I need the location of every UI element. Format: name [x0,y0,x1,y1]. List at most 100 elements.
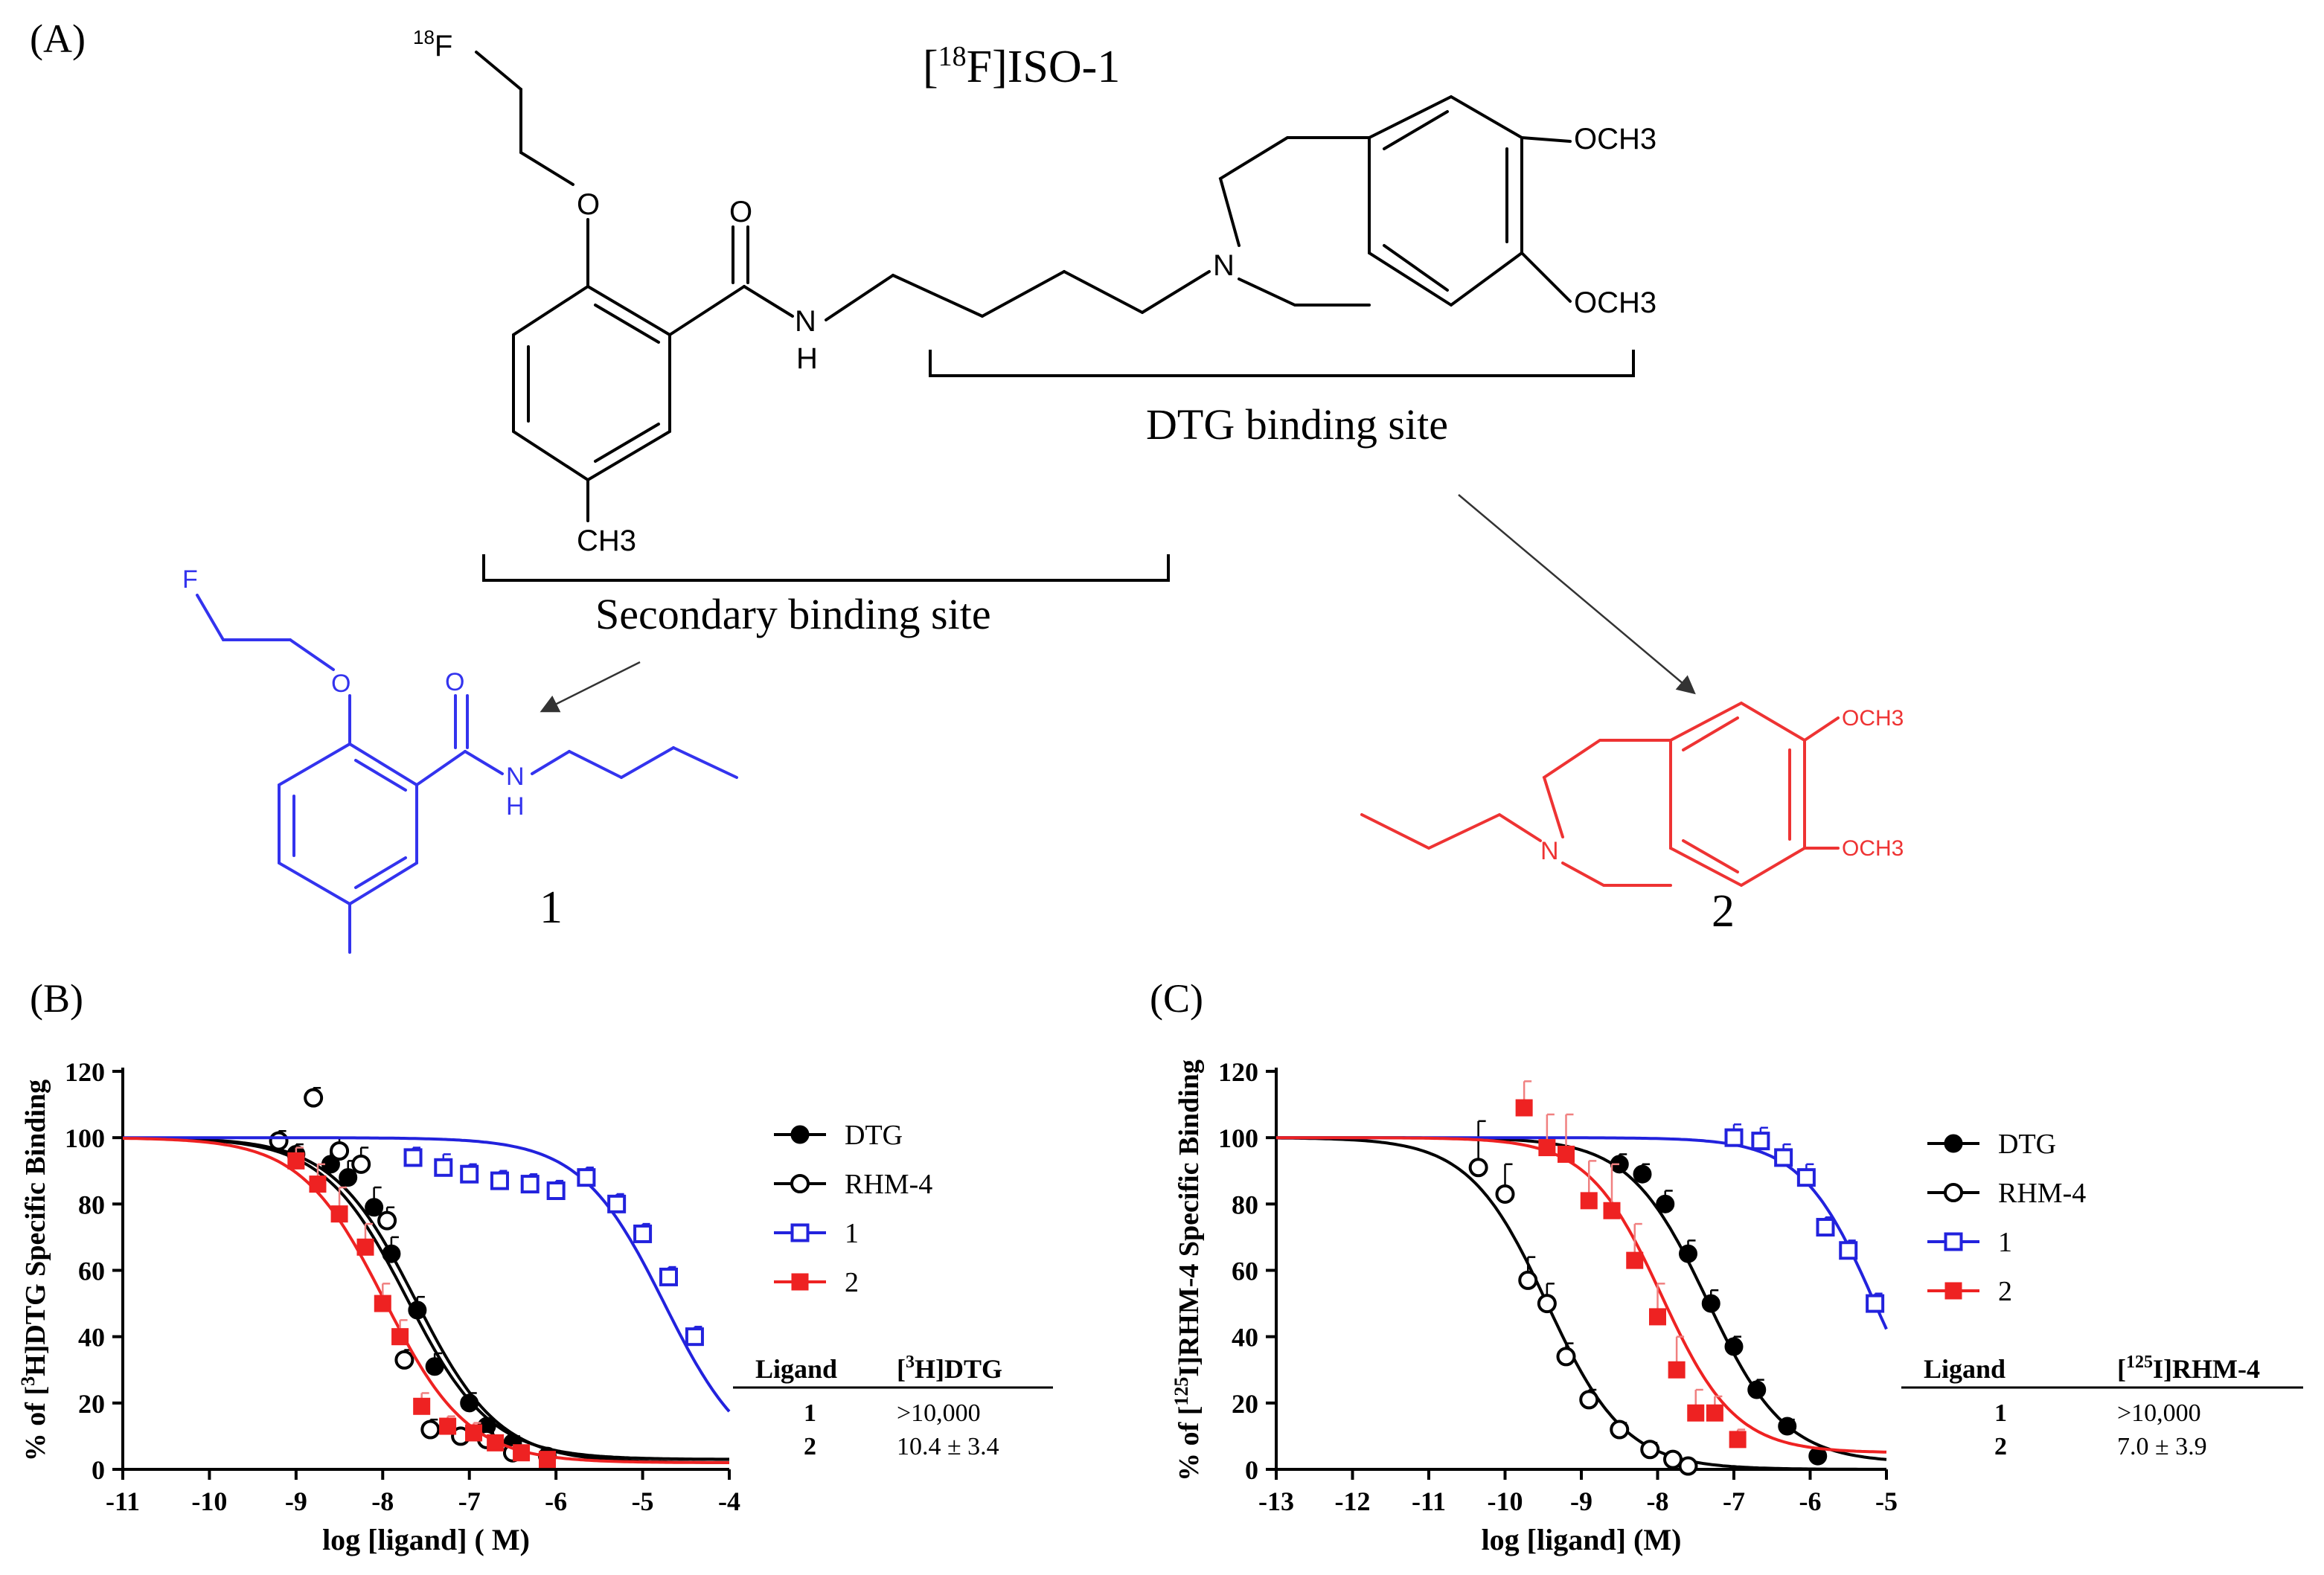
fit-curve [122,1136,729,1461]
fragment-1-atom-h: H [506,792,525,821]
series-DTG [123,1136,729,1466]
table-header-radioligand: [3H]DTG [897,1353,1002,1384]
data-point [330,1205,348,1223]
y-tick-label: 100 [1218,1123,1258,1153]
y-tick-label: 80 [78,1190,105,1219]
x-tick-label: -13 [1258,1486,1294,1516]
data-point [1724,1337,1744,1356]
secondary-site-label: Secondary binding site [595,590,991,638]
data-point [1796,1168,1816,1187]
dtg-site-label: DTG binding site [1146,400,1448,449]
x-axis-label: log [ligand] ( M) [322,1523,530,1556]
thiq-aromatic-ring [1368,94,1523,307]
x-tick-label: -6 [545,1486,567,1516]
bond-o-ch2 [519,151,574,186]
data-point [513,1444,531,1462]
data-point [577,1168,596,1187]
legend-item: 2 [774,1267,859,1298]
x-axis-label: log [ligand] (M) [1482,1523,1682,1556]
legend-marker [791,1273,809,1291]
table-cell-value: 10.4 ± 3.4 [897,1433,999,1460]
iso1-molecule [475,51,1572,522]
table-header-ligand: Ligand [1924,1354,2006,1384]
legend-label: DTG [845,1120,903,1151]
data-point [1580,1192,1598,1210]
atom-n-ring: N [1213,249,1235,282]
data-point [659,1267,678,1286]
arrow-to-fragment-2 [1458,494,1696,695]
y-tick-label: 100 [65,1123,105,1153]
legend-marker [790,1223,810,1242]
series-2 [1276,1080,1887,1454]
y-tick-label: 60 [78,1257,105,1286]
dtg-site-bracket [929,350,1635,377]
x-tick-label: -8 [371,1486,394,1516]
panel-c-label: (C) [1150,976,1203,1021]
data-point [607,1194,627,1213]
data-point [1518,1270,1538,1290]
fragment-1 [196,594,738,954]
fragment-1-label: 1 [540,882,563,933]
y-axis-label: % of [3H]DTG Specific Binding [17,1080,51,1461]
benzene-ring [512,284,671,482]
data-point [460,1164,479,1184]
thiq-ring-lower [1238,278,1371,307]
legend-item: RHM-4 [1927,1178,2086,1209]
fit-curve [122,1137,729,1464]
fragment-1-atom-n: N [506,763,525,791]
series-1 [123,1136,731,1413]
data-point [1556,1347,1576,1367]
data-point [490,1171,509,1190]
data-point [633,1224,653,1243]
legend-item: RHM-4 [774,1169,932,1200]
data-point [1747,1380,1767,1399]
fit-curve [1276,1136,1887,1461]
bond-chain [825,274,894,321]
fit-curve [1276,1136,1888,1330]
x-tick-label: -11 [106,1486,140,1516]
bond-chain [891,274,984,318]
fit-curve [1276,1136,1887,1454]
data-point [309,1175,327,1193]
x-tick-label: -7 [1723,1486,1745,1516]
table-cell-ligand: 2 [1994,1433,2007,1460]
fragment-2 [1360,701,1840,888]
data-point [1816,1218,1835,1237]
data-point [1729,1431,1747,1449]
table-header-radioligand: [125I]RHM-4 [2117,1353,2260,1384]
data-point [685,1327,704,1347]
data-point [1468,1158,1488,1178]
y-axis-label: % of [125I]RHM-4 Specific Binding [1171,1059,1205,1481]
atom-och3: OCH3 [1574,286,1656,319]
atom-h-amide: H [796,342,818,375]
fit-curve [1276,1136,1886,1471]
data-point [520,1175,540,1194]
bond-och3 [1520,251,1572,303]
legend-marker [790,1125,810,1144]
data-point [425,1357,444,1376]
data-point [1538,1139,1556,1157]
bond-chain [1063,270,1144,314]
y-tick-label: 20 [1232,1389,1258,1419]
data-point [1656,1194,1675,1213]
panel-c-legend: DTG RHM-4 1 2 [1927,1129,2086,1307]
legend-marker [1944,1134,1963,1153]
legend-label: 1 [1998,1227,2012,1258]
table-cell-value: >10,000 [897,1399,981,1427]
bond-ch2-f [475,51,522,91]
data-point [287,1152,305,1170]
ring-double-bond [1383,110,1449,150]
data-point [365,1198,384,1217]
y-tick-label: 40 [78,1323,105,1353]
data-point [1495,1184,1515,1204]
data-point [1678,1456,1698,1476]
data-point [1751,1132,1770,1151]
x-tick-label: -12 [1335,1486,1371,1516]
panel-b-table: Ligand [3H]DTG 1 >10,000 2 10.4 ± 3.4 [733,1353,1053,1460]
legend-item: DTG [1927,1129,2056,1160]
data-point [269,1131,289,1151]
legend-marker [1944,1282,1962,1300]
data-point [394,1350,414,1370]
data-point [1610,1420,1630,1440]
x-tick-label: -4 [718,1486,740,1516]
